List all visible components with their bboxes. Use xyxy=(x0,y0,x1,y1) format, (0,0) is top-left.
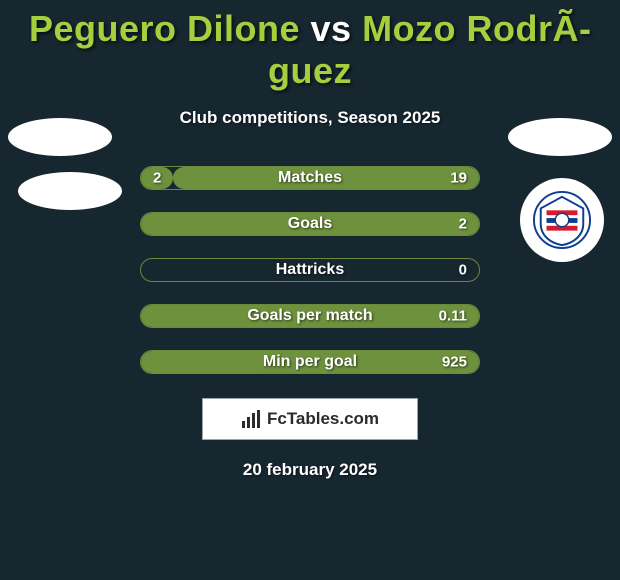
stat-row-matches: 2 Matches 19 xyxy=(140,166,480,190)
source-badge[interactable]: FcTables.com xyxy=(202,398,418,440)
right-club-badge xyxy=(520,178,604,262)
bar-fill-right xyxy=(173,167,479,189)
club-crest-icon xyxy=(533,191,591,249)
left-oval-1 xyxy=(8,118,112,156)
bar-fill-left xyxy=(141,167,173,189)
chart-bars-icon xyxy=(241,409,263,429)
stat-right-value: 0 xyxy=(459,262,467,279)
bar-fill-right xyxy=(141,305,479,327)
player-left-name: Peguero Dilone xyxy=(29,8,300,49)
stat-row-mpg: Min per goal 925 xyxy=(140,350,480,374)
right-oval-1 xyxy=(508,118,612,156)
vs-text: vs xyxy=(311,8,352,49)
page-title: Peguero Dilone vs Mozo RodrÃ­guez xyxy=(0,0,620,92)
stat-bars: 2 Matches 19 Goals 2 Hattricks 0 Goals p… xyxy=(140,166,480,374)
bar-fill-right xyxy=(141,351,479,373)
left-oval-2 xyxy=(18,172,122,210)
stat-label: Hattricks xyxy=(141,261,479,279)
stat-row-gpm: Goals per match 0.11 xyxy=(140,304,480,328)
stat-row-hattricks: Hattricks 0 xyxy=(140,258,480,282)
source-text: FcTables.com xyxy=(267,409,379,429)
bar-fill-right xyxy=(141,213,479,235)
stat-row-goals: Goals 2 xyxy=(140,212,480,236)
footer-date: 20 february 2025 xyxy=(0,460,620,480)
